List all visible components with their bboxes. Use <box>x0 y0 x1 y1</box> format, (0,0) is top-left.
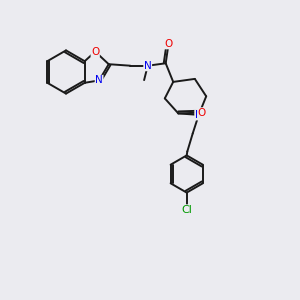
Text: O: O <box>91 46 99 57</box>
Text: Cl: Cl <box>181 205 192 215</box>
Text: O: O <box>164 39 172 49</box>
Text: N: N <box>144 61 152 71</box>
Text: N: N <box>95 75 103 85</box>
Text: N: N <box>195 110 203 120</box>
Text: O: O <box>198 108 206 118</box>
